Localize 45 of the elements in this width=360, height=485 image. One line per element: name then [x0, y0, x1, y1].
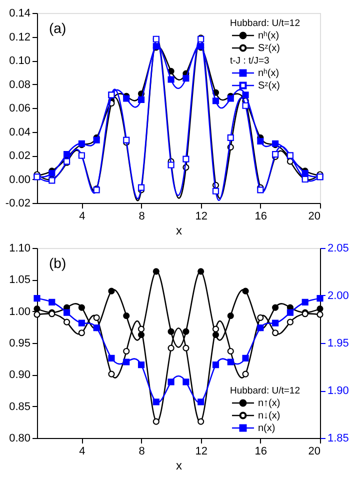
y2-tick-label: 2.00	[328, 290, 349, 302]
x-axis-title: x	[176, 224, 182, 238]
y-tick-label: 0.85	[9, 400, 30, 413]
x-tick-label: 4	[79, 446, 86, 458]
y2-tick-label: 1.85	[328, 432, 349, 444]
y-tick-label: 0.08	[9, 78, 30, 91]
annotation: (b)	[49, 255, 66, 271]
y-tick-label: 0.02	[9, 150, 30, 162]
x-tick-label: 16	[254, 210, 268, 222]
y-tick-label: 0.04	[9, 126, 30, 138]
y-tick-label: 1.05	[9, 274, 30, 286]
y2-tick-label: 1.95	[328, 338, 349, 350]
annotation: t-J : t/J=3	[230, 56, 270, 66]
y-tick-label: -0.02	[5, 198, 30, 210]
y-tick-label: 1.10	[9, 242, 30, 254]
x-tick-label: 8	[138, 446, 145, 458]
y-tick-label: 1.00	[9, 306, 30, 318]
x-tick-label: 16	[254, 446, 268, 458]
x-tick-label: 12	[195, 210, 208, 222]
legend-label: nʰ(x)	[258, 68, 280, 79]
x-axis-title: x	[176, 458, 182, 472]
y-tick-label: 0.14	[9, 8, 30, 20]
legend-label: n↓(x)	[258, 410, 280, 422]
legend-label: n↑(x)	[258, 398, 280, 409]
y-tick-label: 0.90	[9, 369, 30, 382]
y-tick-label: 0.12	[9, 31, 30, 44]
legend-label: Sᶻ(x)	[258, 43, 280, 54]
legend-title: Hubbard: U/t=12	[230, 386, 300, 396]
annotation: (a)	[49, 20, 66, 36]
y-tick-label: 0.80	[9, 432, 30, 444]
y2-tick-label: 2.05	[328, 242, 349, 254]
x-tick-label: 12	[195, 446, 208, 458]
legend-label: Sᶻ(x)	[258, 80, 280, 92]
x-tick-label: 8	[138, 210, 145, 222]
legend-title: Hubbard: U/t=12	[230, 18, 300, 29]
y-tick-label: 0.10	[9, 55, 30, 67]
legend-label: n(x)	[258, 423, 276, 434]
y-tick-label: 0.00	[9, 174, 30, 186]
y-tick-label: 0.95	[9, 338, 30, 350]
y-tick-label: 0.06	[9, 102, 30, 114]
x-tick-label: 20	[308, 446, 320, 458]
legend-label: nʰ(x)	[258, 30, 280, 42]
x-tick-label: 4	[79, 210, 86, 222]
y2-tick-label: 1.90	[328, 385, 349, 397]
x-tick-label: 20	[308, 210, 320, 222]
